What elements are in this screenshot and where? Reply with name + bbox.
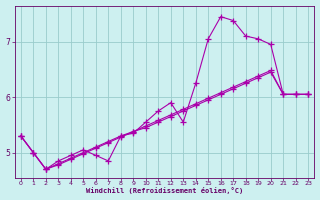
X-axis label: Windchill (Refroidissement éolien,°C): Windchill (Refroidissement éolien,°C) [86, 187, 243, 194]
